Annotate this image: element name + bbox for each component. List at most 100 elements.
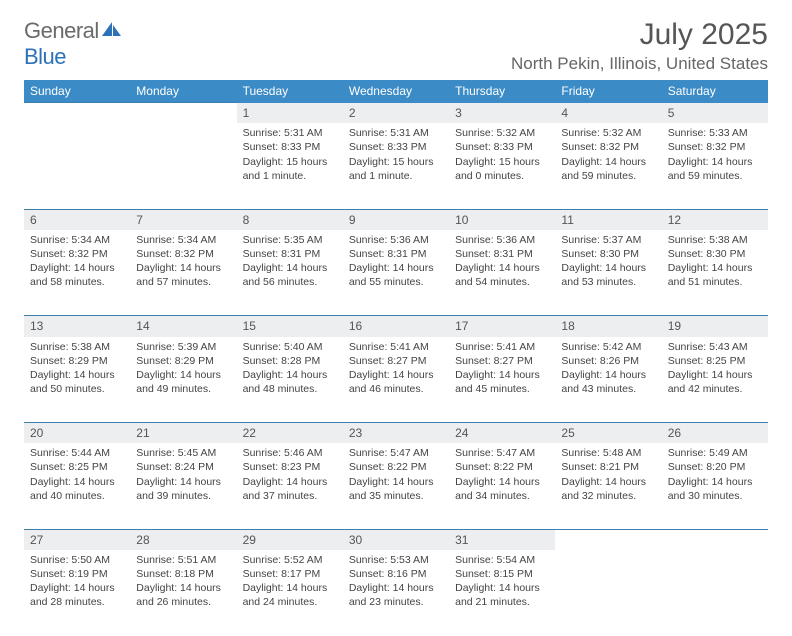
day-number: 16 bbox=[343, 316, 449, 337]
day-cell bbox=[662, 550, 768, 636]
day-number: 17 bbox=[449, 316, 555, 337]
daynum-row: 12345 bbox=[24, 103, 768, 124]
day-details: Sunrise: 5:34 AMSunset: 8:32 PMDaylight:… bbox=[130, 230, 236, 296]
day-number: 11 bbox=[555, 209, 661, 230]
day-number: 5 bbox=[662, 103, 768, 124]
week-row: Sunrise: 5:38 AMSunset: 8:29 PMDaylight:… bbox=[24, 337, 768, 423]
day-number: 12 bbox=[662, 209, 768, 230]
day-cell: Sunrise: 5:41 AMSunset: 8:27 PMDaylight:… bbox=[449, 337, 555, 423]
day-cell: Sunrise: 5:50 AMSunset: 8:19 PMDaylight:… bbox=[24, 550, 130, 636]
day-number: 25 bbox=[555, 423, 661, 444]
day-details: Sunrise: 5:54 AMSunset: 8:15 PMDaylight:… bbox=[449, 550, 555, 616]
daynum-row: 2728293031 bbox=[24, 529, 768, 550]
day-number: 15 bbox=[237, 316, 343, 337]
day-cell: Sunrise: 5:34 AMSunset: 8:32 PMDaylight:… bbox=[24, 230, 130, 316]
day-details: Sunrise: 5:47 AMSunset: 8:22 PMDaylight:… bbox=[449, 443, 555, 509]
day-details: Sunrise: 5:45 AMSunset: 8:24 PMDaylight:… bbox=[130, 443, 236, 509]
day-cell: Sunrise: 5:42 AMSunset: 8:26 PMDaylight:… bbox=[555, 337, 661, 423]
day-details: Sunrise: 5:31 AMSunset: 8:33 PMDaylight:… bbox=[237, 123, 343, 189]
day-details: Sunrise: 5:38 AMSunset: 8:29 PMDaylight:… bbox=[24, 337, 130, 403]
day-cell: Sunrise: 5:40 AMSunset: 8:28 PMDaylight:… bbox=[237, 337, 343, 423]
day-cell: Sunrise: 5:38 AMSunset: 8:29 PMDaylight:… bbox=[24, 337, 130, 423]
day-cell: Sunrise: 5:34 AMSunset: 8:32 PMDaylight:… bbox=[130, 230, 236, 316]
week-row: Sunrise: 5:44 AMSunset: 8:25 PMDaylight:… bbox=[24, 443, 768, 529]
day-number: 6 bbox=[24, 209, 130, 230]
day-number: 31 bbox=[449, 529, 555, 550]
title-block: July 2025 North Pekin, Illinois, United … bbox=[511, 18, 768, 74]
day-cell: Sunrise: 5:47 AMSunset: 8:22 PMDaylight:… bbox=[449, 443, 555, 529]
week-row: Sunrise: 5:31 AMSunset: 8:33 PMDaylight:… bbox=[24, 123, 768, 209]
day-details: Sunrise: 5:36 AMSunset: 8:31 PMDaylight:… bbox=[449, 230, 555, 296]
day-number: 24 bbox=[449, 423, 555, 444]
day-cell: Sunrise: 5:47 AMSunset: 8:22 PMDaylight:… bbox=[343, 443, 449, 529]
day-number: 2 bbox=[343, 103, 449, 124]
weekday-header: Tuesday bbox=[237, 80, 343, 103]
weekday-header: Saturday bbox=[662, 80, 768, 103]
day-cell: Sunrise: 5:36 AMSunset: 8:31 PMDaylight:… bbox=[343, 230, 449, 316]
calendar-table: SundayMondayTuesdayWednesdayThursdayFrid… bbox=[24, 80, 768, 636]
day-details: Sunrise: 5:31 AMSunset: 8:33 PMDaylight:… bbox=[343, 123, 449, 189]
day-number: 10 bbox=[449, 209, 555, 230]
logo-word2: Blue bbox=[24, 44, 66, 69]
day-cell: Sunrise: 5:31 AMSunset: 8:33 PMDaylight:… bbox=[237, 123, 343, 209]
day-details: Sunrise: 5:47 AMSunset: 8:22 PMDaylight:… bbox=[343, 443, 449, 509]
day-number: 26 bbox=[662, 423, 768, 444]
weekday-header: Friday bbox=[555, 80, 661, 103]
day-cell bbox=[555, 550, 661, 636]
day-cell: Sunrise: 5:33 AMSunset: 8:32 PMDaylight:… bbox=[662, 123, 768, 209]
day-cell: Sunrise: 5:31 AMSunset: 8:33 PMDaylight:… bbox=[343, 123, 449, 209]
day-details: Sunrise: 5:40 AMSunset: 8:28 PMDaylight:… bbox=[237, 337, 343, 403]
day-details: Sunrise: 5:36 AMSunset: 8:31 PMDaylight:… bbox=[343, 230, 449, 296]
day-cell: Sunrise: 5:45 AMSunset: 8:24 PMDaylight:… bbox=[130, 443, 236, 529]
week-row: Sunrise: 5:34 AMSunset: 8:32 PMDaylight:… bbox=[24, 230, 768, 316]
day-number: 30 bbox=[343, 529, 449, 550]
day-cell: Sunrise: 5:46 AMSunset: 8:23 PMDaylight:… bbox=[237, 443, 343, 529]
day-number: 19 bbox=[662, 316, 768, 337]
day-cell: Sunrise: 5:32 AMSunset: 8:32 PMDaylight:… bbox=[555, 123, 661, 209]
day-cell bbox=[24, 123, 130, 209]
weekday-header: Sunday bbox=[24, 80, 130, 103]
daynum-row: 6789101112 bbox=[24, 209, 768, 230]
day-number: 7 bbox=[130, 209, 236, 230]
month-year: July 2025 bbox=[511, 18, 768, 52]
day-details: Sunrise: 5:41 AMSunset: 8:27 PMDaylight:… bbox=[449, 337, 555, 403]
day-cell: Sunrise: 5:51 AMSunset: 8:18 PMDaylight:… bbox=[130, 550, 236, 636]
day-number: 21 bbox=[130, 423, 236, 444]
day-details: Sunrise: 5:38 AMSunset: 8:30 PMDaylight:… bbox=[662, 230, 768, 296]
day-cell: Sunrise: 5:44 AMSunset: 8:25 PMDaylight:… bbox=[24, 443, 130, 529]
day-details: Sunrise: 5:46 AMSunset: 8:23 PMDaylight:… bbox=[237, 443, 343, 509]
day-number: 4 bbox=[555, 103, 661, 124]
day-details: Sunrise: 5:42 AMSunset: 8:26 PMDaylight:… bbox=[555, 337, 661, 403]
day-cell: Sunrise: 5:54 AMSunset: 8:15 PMDaylight:… bbox=[449, 550, 555, 636]
day-details: Sunrise: 5:37 AMSunset: 8:30 PMDaylight:… bbox=[555, 230, 661, 296]
day-details: Sunrise: 5:51 AMSunset: 8:18 PMDaylight:… bbox=[130, 550, 236, 616]
day-cell: Sunrise: 5:48 AMSunset: 8:21 PMDaylight:… bbox=[555, 443, 661, 529]
weekday-header: Monday bbox=[130, 80, 236, 103]
day-cell: Sunrise: 5:49 AMSunset: 8:20 PMDaylight:… bbox=[662, 443, 768, 529]
day-number: 29 bbox=[237, 529, 343, 550]
day-number: 27 bbox=[24, 529, 130, 550]
weekday-header: Wednesday bbox=[343, 80, 449, 103]
day-number: 14 bbox=[130, 316, 236, 337]
location: North Pekin, Illinois, United States bbox=[511, 54, 768, 74]
day-cell: Sunrise: 5:38 AMSunset: 8:30 PMDaylight:… bbox=[662, 230, 768, 316]
day-number: 9 bbox=[343, 209, 449, 230]
day-number: 28 bbox=[130, 529, 236, 550]
week-row: Sunrise: 5:50 AMSunset: 8:19 PMDaylight:… bbox=[24, 550, 768, 636]
day-details: Sunrise: 5:44 AMSunset: 8:25 PMDaylight:… bbox=[24, 443, 130, 509]
day-details: Sunrise: 5:48 AMSunset: 8:21 PMDaylight:… bbox=[555, 443, 661, 509]
daynum-row: 20212223242526 bbox=[24, 423, 768, 444]
day-number: 18 bbox=[555, 316, 661, 337]
day-number: 23 bbox=[343, 423, 449, 444]
day-number: 3 bbox=[449, 103, 555, 124]
day-details: Sunrise: 5:32 AMSunset: 8:32 PMDaylight:… bbox=[555, 123, 661, 189]
day-number: 1 bbox=[237, 103, 343, 124]
day-details: Sunrise: 5:32 AMSunset: 8:33 PMDaylight:… bbox=[449, 123, 555, 189]
day-details: Sunrise: 5:34 AMSunset: 8:32 PMDaylight:… bbox=[24, 230, 130, 296]
day-details: Sunrise: 5:52 AMSunset: 8:17 PMDaylight:… bbox=[237, 550, 343, 616]
day-cell: Sunrise: 5:43 AMSunset: 8:25 PMDaylight:… bbox=[662, 337, 768, 423]
day-details: Sunrise: 5:50 AMSunset: 8:19 PMDaylight:… bbox=[24, 550, 130, 616]
day-details: Sunrise: 5:35 AMSunset: 8:31 PMDaylight:… bbox=[237, 230, 343, 296]
day-details: Sunrise: 5:39 AMSunset: 8:29 PMDaylight:… bbox=[130, 337, 236, 403]
day-details: Sunrise: 5:33 AMSunset: 8:32 PMDaylight:… bbox=[662, 123, 768, 189]
